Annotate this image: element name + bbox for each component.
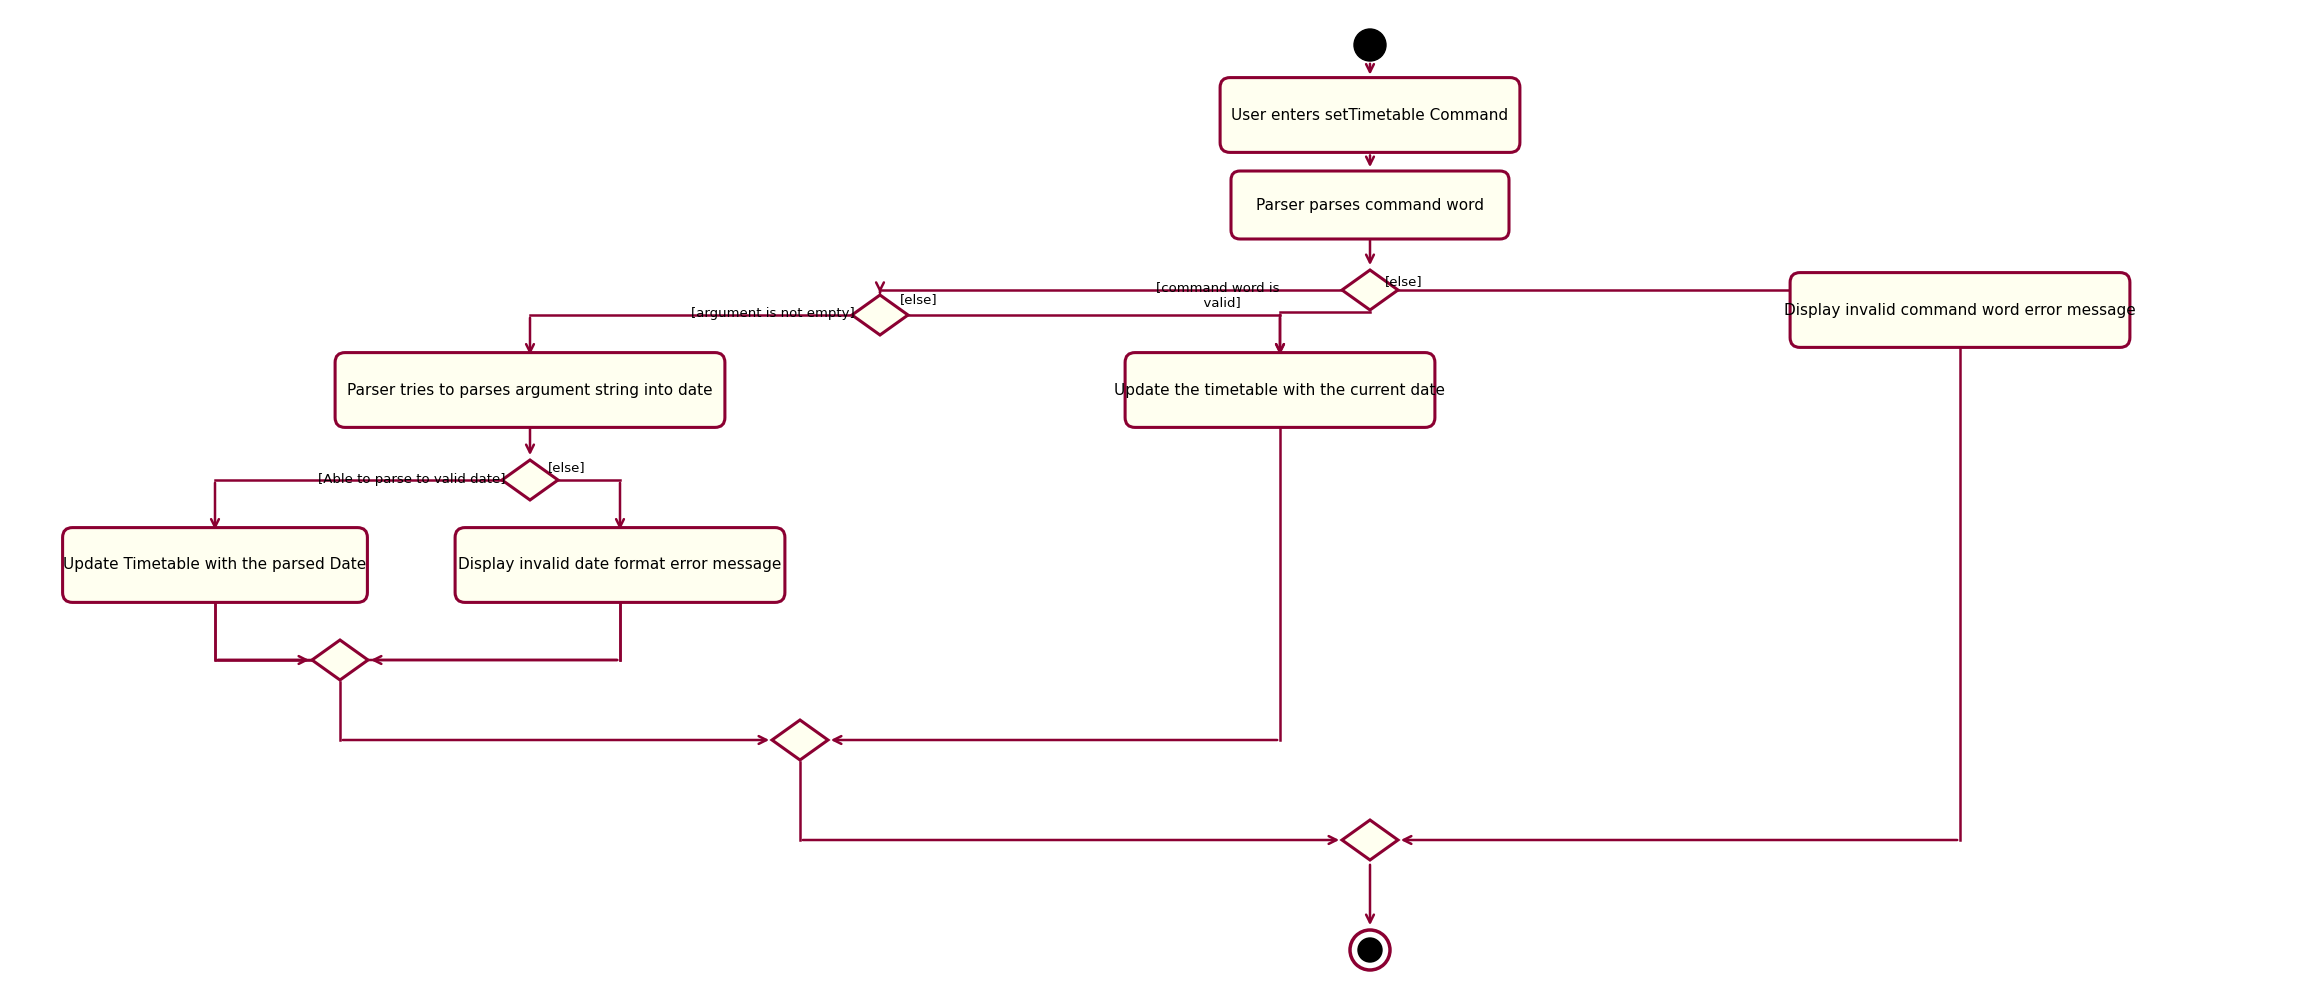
Text: Parser parses command word: Parser parses command word <box>1256 197 1484 212</box>
Polygon shape <box>851 295 908 335</box>
FancyBboxPatch shape <box>336 353 724 428</box>
FancyBboxPatch shape <box>455 528 784 602</box>
FancyBboxPatch shape <box>1219 77 1520 152</box>
Text: [command word is
  valid]: [command word is valid] <box>1157 281 1281 309</box>
Text: User enters setTimetable Command: User enters setTimetable Command <box>1230 107 1509 122</box>
Polygon shape <box>501 460 559 500</box>
Text: [else]: [else] <box>899 294 938 307</box>
Polygon shape <box>1341 820 1398 860</box>
Circle shape <box>1350 930 1389 970</box>
Polygon shape <box>313 640 368 680</box>
Text: [else]: [else] <box>547 462 586 475</box>
Text: Display invalid date format error message: Display invalid date format error messag… <box>458 557 782 572</box>
Text: Update the timetable with the current date: Update the timetable with the current da… <box>1116 383 1444 398</box>
FancyBboxPatch shape <box>1230 171 1509 239</box>
Circle shape <box>1355 29 1387 61</box>
Text: [argument is not empty]: [argument is not empty] <box>692 307 856 320</box>
FancyBboxPatch shape <box>1789 273 2130 348</box>
Text: [Able to parse to valid date]: [Able to parse to valid date] <box>317 474 506 487</box>
FancyBboxPatch shape <box>1125 353 1435 428</box>
Polygon shape <box>773 720 828 760</box>
Text: Update Timetable with the parsed Date: Update Timetable with the parsed Date <box>64 557 366 572</box>
Polygon shape <box>1341 270 1398 310</box>
FancyBboxPatch shape <box>62 528 368 602</box>
Circle shape <box>1357 938 1382 962</box>
Text: [else]: [else] <box>1385 276 1424 289</box>
Text: Display invalid command word error message: Display invalid command word error messa… <box>1785 303 2137 318</box>
Text: Parser tries to parses argument string into date: Parser tries to parses argument string i… <box>347 383 713 398</box>
